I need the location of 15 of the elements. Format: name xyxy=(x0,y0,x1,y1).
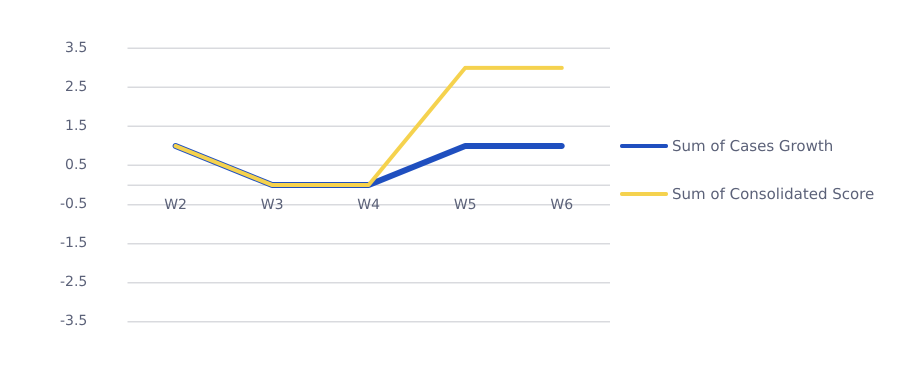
x-tick-label: W4 xyxy=(357,197,380,214)
y-tick-label: -0.5 xyxy=(60,196,88,212)
y-tick-label: 0.5 xyxy=(65,157,88,174)
x-tick-label: W5 xyxy=(454,197,477,214)
y-tick-label: -2.5 xyxy=(60,274,88,290)
legend-label: Sum of Cases Growth xyxy=(672,136,834,157)
x-tick-label: W6 xyxy=(550,197,574,214)
x-tick-label: W3 xyxy=(260,197,284,214)
y-tick-label: 3.5 xyxy=(65,40,88,56)
x-tick-label: W2 xyxy=(164,197,187,214)
legend-label: Sum of Consolidated Score xyxy=(672,184,874,205)
y-tick-label: -3.5 xyxy=(60,313,88,330)
y-tick-label: 2.5 xyxy=(65,79,88,96)
y-tick-label: -1.5 xyxy=(60,235,88,252)
y-tick-label: 1.5 xyxy=(65,118,88,134)
